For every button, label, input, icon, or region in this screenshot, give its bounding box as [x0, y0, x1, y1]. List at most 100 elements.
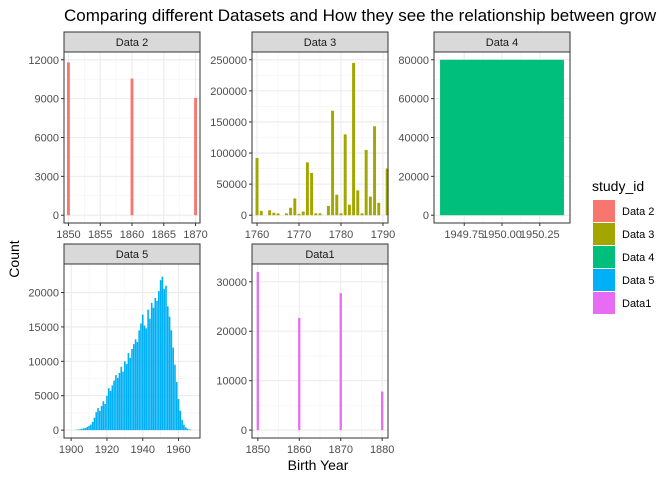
bar [170, 330, 173, 431]
x-tick-label: 1850 [56, 229, 80, 241]
bar [175, 381, 178, 431]
legend-title: study_id [592, 178, 644, 194]
facet-strip-label: Data 3 [304, 37, 336, 49]
y-tick-label: 10000 [216, 376, 247, 388]
y-tick-label: 6000 [35, 133, 59, 145]
bar [168, 316, 171, 431]
x-tick-label: 1855 [88, 229, 112, 241]
legend-label: Data 3 [622, 229, 654, 241]
bar [67, 62, 70, 216]
y-tick-label: 0 [53, 425, 59, 437]
bar [343, 134, 347, 216]
bar [188, 429, 191, 431]
y-tick-label: 0 [241, 210, 247, 222]
bar [381, 391, 384, 431]
facet-strip-label: Data 5 [116, 249, 148, 261]
bar [130, 78, 134, 216]
bar [132, 344, 135, 431]
bar [335, 194, 339, 216]
bar [129, 357, 132, 431]
bar [82, 428, 85, 431]
bar [289, 207, 293, 216]
bar [79, 429, 81, 431]
bar [268, 210, 272, 216]
bar [88, 425, 90, 431]
bar [186, 428, 189, 431]
bar [136, 342, 139, 431]
bar [184, 427, 187, 431]
x-tick-label: 1950.25 [520, 229, 560, 241]
facet-data1: Data1 0 10000 20000 30000 1850 1860 1870 1880 [216, 243, 394, 456]
y-tick-label: 0 [423, 210, 429, 222]
y-tick-label: 12000 [28, 55, 59, 67]
legend-item: Data 5 [593, 269, 654, 291]
legend-label: Data 2 [622, 206, 654, 218]
x-tick-label: 1770 [287, 229, 311, 241]
bar [310, 172, 314, 216]
bar [347, 204, 351, 216]
bar [352, 62, 356, 216]
legend-swatch [593, 200, 615, 222]
bar [339, 293, 342, 431]
facet-strip-label: Data 4 [486, 37, 518, 49]
legend-item: Data 2 [593, 200, 654, 222]
bar [284, 213, 288, 216]
y-tick-label: 100000 [210, 148, 247, 160]
bar [377, 202, 381, 216]
bar [276, 213, 280, 216]
bar [163, 289, 166, 431]
y-tick-label: 15000 [28, 322, 59, 334]
bar [109, 390, 112, 431]
x-tick-label: 1865 [152, 229, 176, 241]
bar [181, 419, 183, 431]
facet-data-5: Data 5 0 5000 10000 15000 20000 1900 1920 1940 19… [28, 243, 201, 456]
bar [150, 302, 153, 431]
x-tick-label: 1760 [245, 229, 269, 241]
bar [298, 317, 301, 431]
bar [118, 373, 121, 431]
bar [255, 158, 259, 216]
bar [156, 300, 158, 431]
bar [141, 314, 144, 431]
bar [293, 198, 297, 216]
legend: study_id Data 2 Data 3 Data 4 Data 5 Data1 [592, 178, 654, 314]
bar [314, 213, 318, 216]
panel-border [251, 263, 389, 439]
bar [124, 361, 126, 431]
bar [297, 213, 301, 216]
legend-item: Data 3 [593, 223, 654, 245]
y-axis-title: Count [6, 240, 22, 277]
bar [339, 213, 343, 216]
bar [272, 212, 276, 216]
x-tick-label: 1860 [287, 444, 311, 456]
legend-entries: Data 2 Data 3 Data 4 Data 5 Data1 [593, 200, 654, 314]
bar [97, 408, 99, 431]
bar [174, 364, 176, 431]
bar [95, 412, 98, 431]
bar [140, 323, 142, 431]
bar [116, 377, 119, 431]
y-tick-label: 40000 [398, 133, 429, 145]
bar [127, 353, 130, 431]
y-tick-label: 3000 [35, 171, 59, 183]
y-tick-label: 60000 [398, 94, 429, 106]
bar [165, 285, 167, 431]
bar [385, 168, 389, 216]
bar [77, 429, 80, 431]
bar [183, 424, 185, 431]
bar [373, 126, 377, 216]
legend-swatch [593, 269, 615, 291]
facet-data-2: Data 2 0 3000 6000 9000 12000 1850 1855 1860 1865… [28, 31, 208, 241]
y-tick-label: 20000 [216, 326, 247, 338]
bar [194, 97, 197, 216]
y-tick-label: 20000 [28, 288, 59, 300]
x-tick-label: 1960 [166, 444, 190, 456]
bar [90, 424, 92, 431]
y-tick-label: 0 [53, 210, 59, 222]
x-tick-label: 1949.75 [444, 229, 484, 241]
bar [91, 421, 94, 431]
y-tick-label: 200000 [210, 86, 247, 98]
x-tick-label: 1880 [370, 444, 394, 456]
y-tick-label: 10000 [28, 356, 59, 368]
bar [331, 110, 335, 216]
